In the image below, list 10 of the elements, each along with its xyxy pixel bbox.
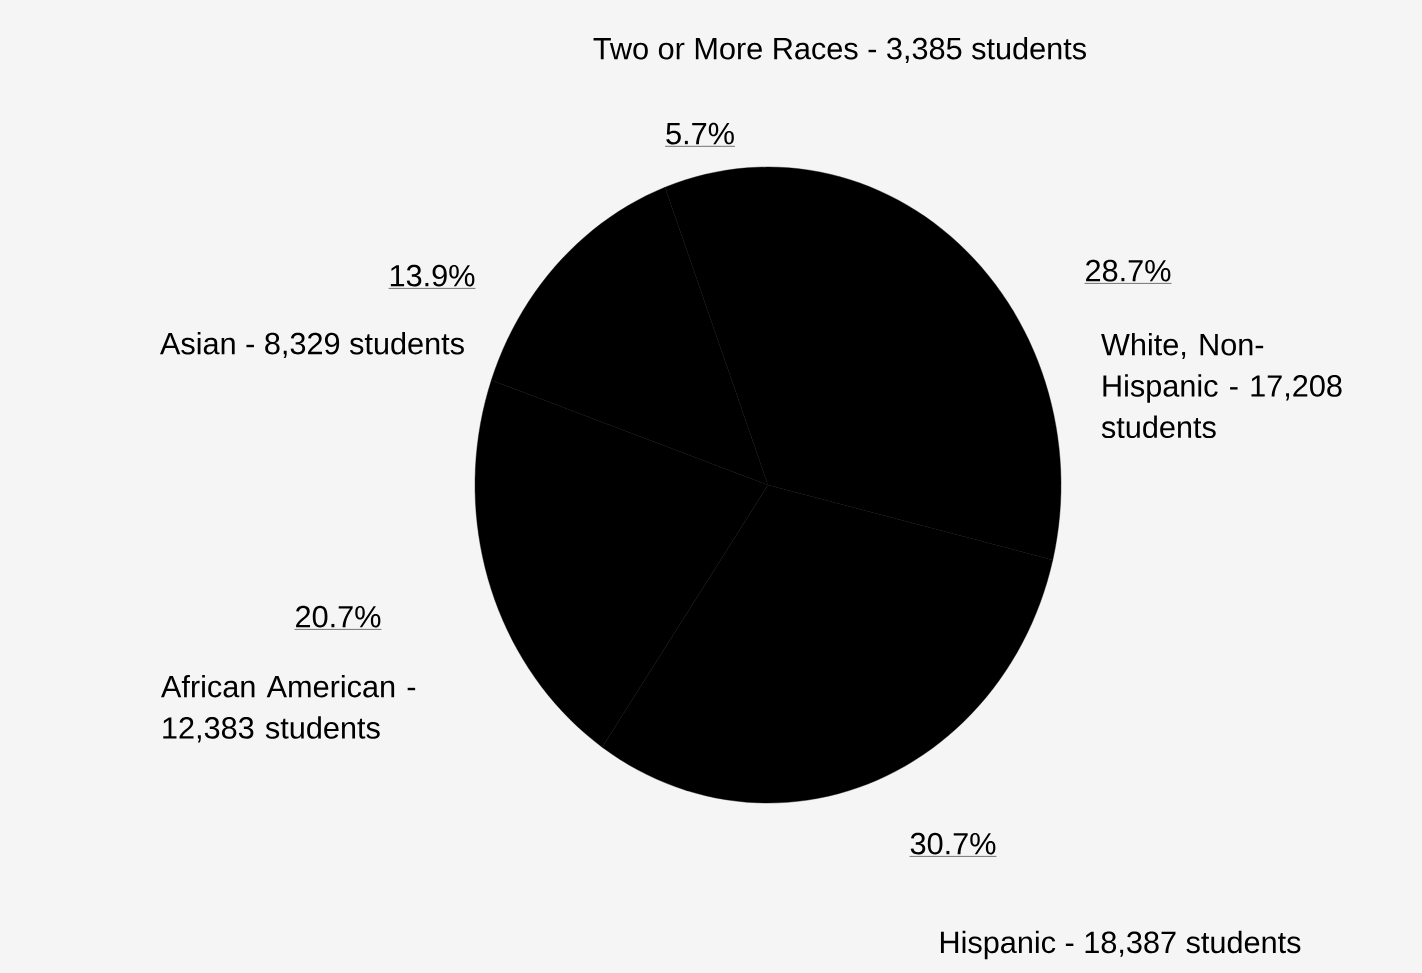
slice-label: White, Non-Hispanic - 17,208 students <box>1101 332 1342 439</box>
slice-label: African American - 12,383 students <box>161 674 416 743</box>
data-label: 5.7% <box>666 122 734 145</box>
data-label: 13.9% <box>390 264 475 287</box>
data-label: 28.7% <box>1086 259 1171 282</box>
data-label: 30.7% <box>910 832 996 855</box>
slice-label: Two or More Races - 3,385 students <box>593 36 1086 64</box>
data-label: 20.7% <box>296 605 381 628</box>
slice-label: Hispanic - 18,387 students <box>940 930 1301 960</box>
slice-label: Asian - 8,329 students <box>159 331 464 359</box>
